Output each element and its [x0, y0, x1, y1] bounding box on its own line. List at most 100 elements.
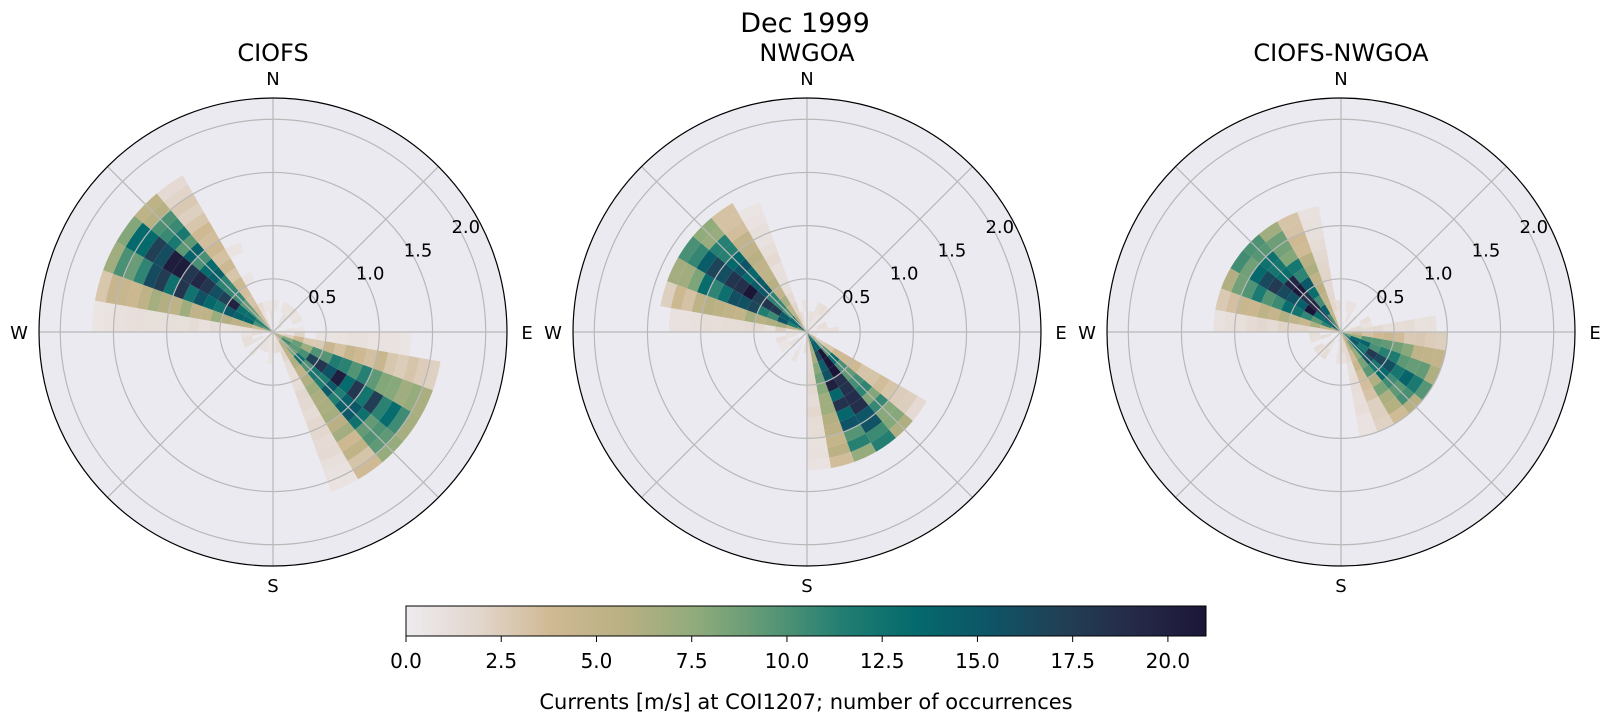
histogram-bin	[1267, 277, 1284, 295]
histogram-bin	[807, 332, 813, 342]
histogram-bin	[785, 332, 797, 336]
histogram-bin	[872, 374, 890, 394]
histogram-bin	[724, 221, 749, 243]
histogram-bin	[326, 413, 349, 434]
histogram-bin	[690, 311, 703, 332]
histogram-bin	[793, 313, 802, 324]
histogram-bin	[1359, 339, 1371, 348]
histogram-bin	[300, 342, 313, 354]
histogram-bin	[1248, 263, 1268, 285]
histogram-bin	[263, 326, 273, 332]
histogram-bin	[816, 381, 829, 395]
histogram-bin	[1315, 258, 1330, 273]
histogram-bin	[1331, 326, 1341, 332]
direction-label-n: N	[266, 69, 279, 90]
histogram-bin	[825, 378, 839, 392]
histogram-bin	[252, 304, 263, 316]
histogram-bin	[810, 312, 818, 323]
histogram-bin	[1308, 237, 1327, 253]
histogram-bin	[807, 447, 830, 460]
histogram-bin	[681, 288, 698, 312]
histogram-bin	[332, 343, 347, 358]
histogram-bin	[134, 229, 159, 258]
histogram-bin	[1341, 332, 1351, 338]
histogram-bin	[105, 273, 124, 305]
histogram-bin	[807, 436, 828, 449]
histogram-bin	[1276, 284, 1293, 301]
histogram-bin	[788, 318, 799, 327]
histogram-bin	[289, 342, 301, 353]
histogram-bin	[156, 175, 188, 202]
angular-gridline	[806, 166, 973, 333]
histogram-bin	[723, 302, 738, 320]
histogram-bin	[281, 337, 292, 346]
histogram-bin	[1351, 328, 1363, 332]
histogram-bin	[850, 442, 877, 462]
radial-tick-label: 0.5	[1376, 287, 1405, 308]
histogram-bin	[233, 310, 246, 322]
histogram-bin	[1398, 369, 1415, 387]
histogram-bin	[1350, 335, 1361, 343]
histogram-bin	[1287, 232, 1309, 250]
histogram-bin	[355, 364, 373, 386]
histogram-bin	[807, 342, 811, 354]
histogram-bin	[807, 310, 811, 322]
histogram-bin	[293, 332, 305, 338]
radial-tick-label: 1.5	[938, 240, 967, 261]
panel-title: CIOFS	[237, 39, 308, 67]
histogram-bin	[1286, 258, 1304, 275]
histogram-bin	[1360, 321, 1373, 329]
histogram-bin	[1266, 319, 1279, 332]
histogram-bin	[338, 374, 356, 394]
histogram-bin	[370, 395, 393, 421]
panel-title: CIOFS-NWGOA	[1253, 39, 1429, 67]
histogram-bin	[378, 401, 402, 428]
angular-gridline	[806, 331, 973, 498]
histogram-bin	[849, 397, 869, 415]
histogram-bin	[1359, 316, 1371, 325]
histogram-bin	[1309, 335, 1322, 343]
radial-tick-label: 1.0	[890, 264, 919, 285]
histogram-bin	[1383, 397, 1403, 415]
histogram-bin	[854, 405, 876, 425]
histogram-bin	[259, 340, 268, 351]
histogram-bin	[278, 340, 287, 351]
histogram-bin	[668, 307, 682, 332]
histogram-bin	[218, 258, 236, 275]
histogram-bin	[236, 304, 249, 317]
histogram-bin	[199, 277, 216, 295]
histogram-bin	[1245, 315, 1258, 332]
histogram-bin	[245, 295, 258, 308]
histogram-bin	[1224, 311, 1237, 332]
histogram-bin	[319, 350, 333, 364]
histogram-bin	[780, 282, 793, 296]
histogram-bin	[1258, 221, 1283, 243]
histogram-bin	[309, 346, 323, 359]
direction-label-n: N	[800, 69, 813, 90]
histogram-bin	[775, 335, 788, 343]
histogram-bin	[241, 332, 253, 338]
histogram-bin	[1299, 317, 1312, 327]
histogram-bin	[178, 299, 194, 318]
histogram-bin	[291, 378, 305, 392]
histogram-bin	[697, 273, 715, 296]
histogram-bin	[354, 385, 375, 408]
histogram-bin	[163, 184, 194, 210]
direction-label-e: E	[521, 323, 532, 344]
histogram-bin	[298, 396, 316, 412]
polar-panel-ciofs-nwgoa: CIOFS-NWGOA 0.5 1.0 1.5 2.0 N E S W	[1078, 39, 1601, 597]
histogram-bin	[153, 268, 172, 292]
histogram-bin	[312, 339, 326, 351]
histogram-bin	[365, 368, 383, 391]
histogram-bin	[731, 230, 754, 251]
histogram-bin	[817, 359, 829, 372]
histogram-bin	[288, 356, 301, 369]
histogram-bin	[1357, 342, 1369, 353]
histogram-bin	[294, 387, 311, 402]
histogram-bin	[1435, 332, 1448, 351]
histogram-bin	[1362, 387, 1379, 402]
histogram-bin	[1341, 352, 1347, 364]
histogram-bin	[1337, 332, 1341, 343]
histogram-bin	[1322, 318, 1333, 327]
histogram-bin	[276, 341, 284, 352]
